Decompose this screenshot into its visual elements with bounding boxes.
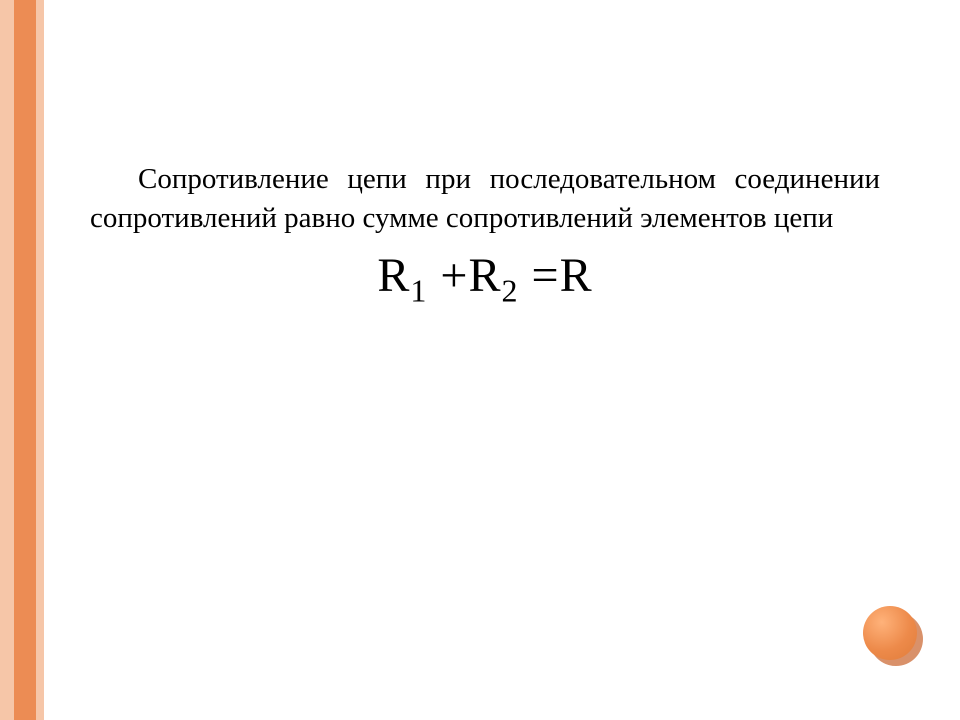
border-stripe-inner <box>36 0 44 720</box>
formula-r1: R <box>377 249 410 302</box>
border-stripe-middle <box>14 0 36 720</box>
formula-sub2: 2 <box>502 273 519 309</box>
body-paragraph: Сопротивление цепи при последовательном … <box>90 160 880 238</box>
formula: R1 +R2 =R <box>90 248 880 303</box>
corner-circle-icon <box>863 606 917 660</box>
formula-sub1: 1 <box>410 273 427 309</box>
formula-r2: R <box>468 249 501 302</box>
formula-eq: =R <box>519 249 593 302</box>
left-border-decoration <box>0 0 44 720</box>
slide-content: Сопротивление цепи при последовательном … <box>90 160 880 303</box>
border-stripe-outer <box>0 0 14 720</box>
formula-plus: + <box>427 249 468 302</box>
